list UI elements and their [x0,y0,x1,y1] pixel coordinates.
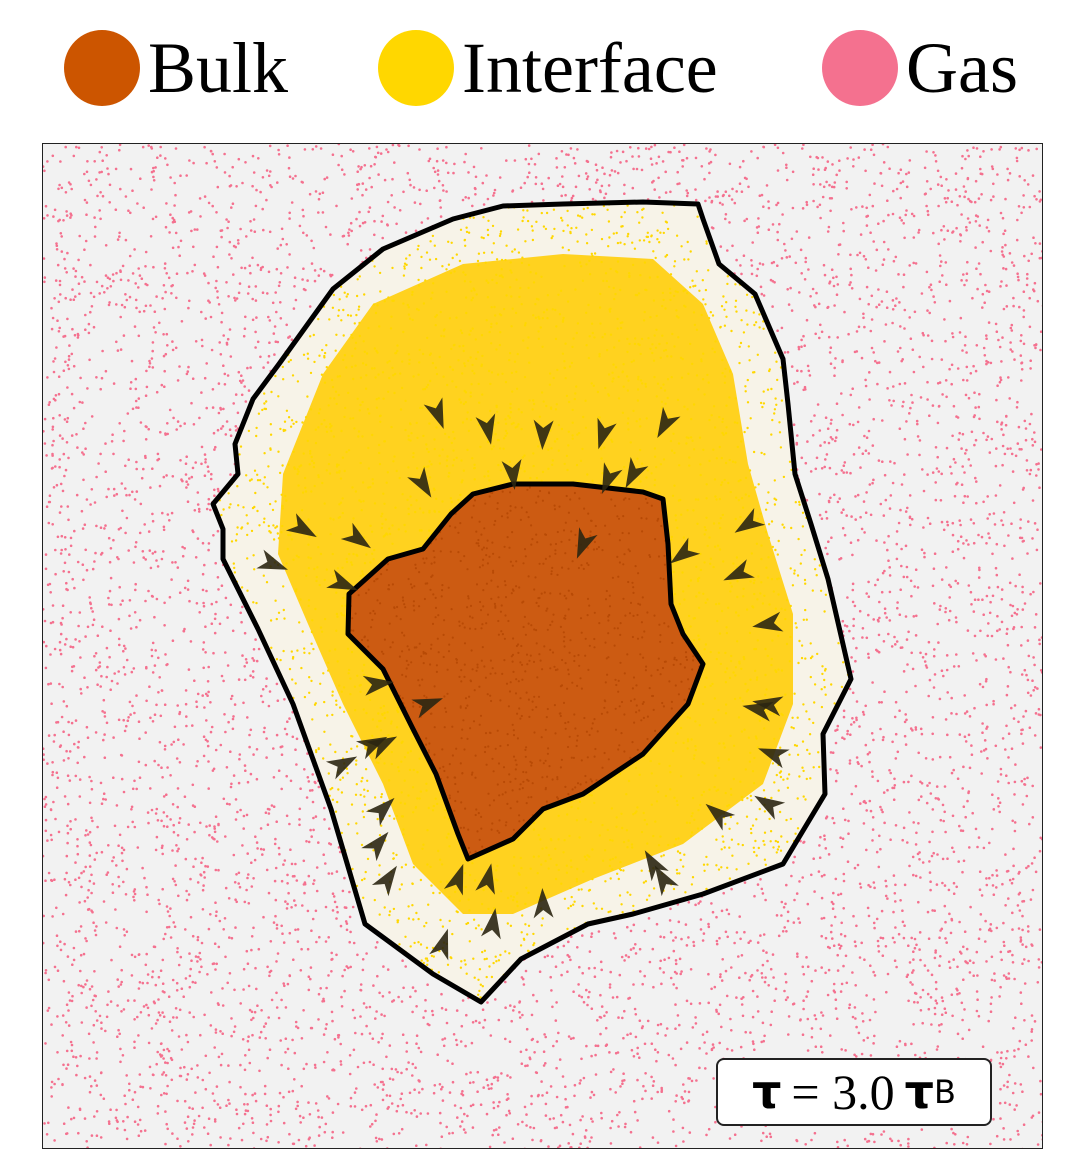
legend-item-interface: Interface [378,28,718,108]
inward-arrow-icon [654,865,679,897]
inward-arrow-icon [670,537,701,564]
legend-item-gas: Gas [822,28,1018,108]
outer-contour [210,199,854,1005]
inward-arrow-icon [576,527,598,559]
inward-arrow-icon [475,413,496,445]
inward-arrow-icon [423,397,444,429]
inward-arrow-icon [340,522,372,549]
inward-arrow-icon [657,406,681,439]
inward-arrow-icon [411,698,443,719]
inward-arrow-icon [723,559,755,581]
inward-arrow-icon [475,863,495,895]
inward-arrow-icon [705,803,736,831]
legend-item-bulk: Bulk [64,28,288,108]
inward-arrow-icon [501,459,522,490]
inward-arrow-icon [371,865,397,897]
inward-arrow-icon [356,736,388,760]
legend-marker-bulk [64,30,140,106]
snapshot-svg [43,144,1042,1148]
inner-contour [345,481,706,862]
inward-arrow-icon [752,696,784,717]
time-unit-subscript: B [933,1073,956,1111]
legend-marker-gas [822,30,898,106]
simulation-snapshot [42,143,1043,1149]
inward-arrow-icon [754,795,786,820]
inward-arrow-icon [443,863,464,896]
inward-arrow-icon [758,748,790,769]
inward-arrow-icon [533,888,554,919]
inward-arrow-icon [625,456,649,489]
time-value: = 3.0 [791,1064,895,1120]
inward-arrow-icon [597,417,617,450]
time-symbol: τ [752,1065,782,1119]
inward-arrow-icon [734,507,766,533]
legend-label-interface: Interface [462,28,718,108]
inward-arrow-icon [480,908,501,940]
inward-arrow-icon [362,675,394,696]
inward-arrow-icon [644,850,669,882]
inward-arrow-icon [752,611,784,632]
inward-arrow-icon [365,797,395,826]
legend: Bulk Interface Gas [0,0,1076,130]
legend-label-gas: Gas [906,28,1018,108]
inward-arrow-icon [256,549,288,570]
inward-arrow-icon [601,462,623,494]
inward-arrows [256,397,790,961]
inward-arrow-icon [533,419,554,450]
inward-arrow-icon [325,756,358,780]
inward-arrow-icon [285,513,317,538]
inward-arrow-icon [407,466,432,498]
legend-marker-interface [378,30,454,106]
inward-arrow-icon [361,831,389,862]
legend-label-bulk: Bulk [148,28,289,108]
inward-arrow-icon [429,928,449,961]
inward-arrow-icon [326,569,358,591]
time-unit-symbol: τ [904,1065,934,1119]
